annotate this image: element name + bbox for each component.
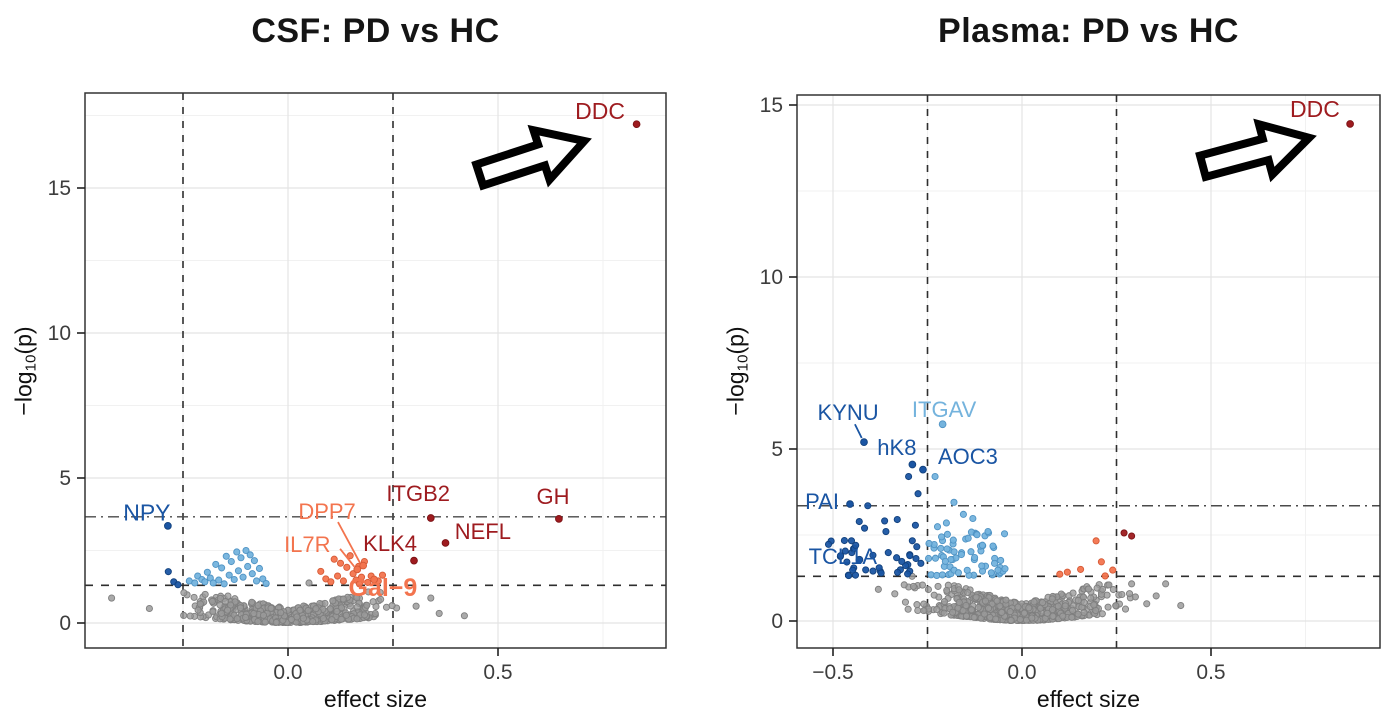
y-axis-title-prefix: −log	[10, 371, 37, 416]
gene-label-ITGAV: ITGAV	[912, 397, 977, 422]
gene-point-KLK4	[410, 556, 418, 565]
x-tick-label: 0.0	[273, 661, 302, 684]
gridlines	[85, 93, 666, 648]
axis-ticks: −0.5 0.0 0.5 0 5 10 15	[760, 94, 1226, 684]
y-axis-title-plasma: −log10(p)	[722, 326, 752, 416]
gene-point-NEFL	[441, 539, 450, 547]
gene-label-leader-line	[854, 423, 863, 439]
gene-label-ITGB2: ITGB2	[386, 481, 450, 506]
y-tick-label: 0	[771, 610, 783, 633]
y-tick-label: 0	[59, 612, 71, 635]
gene-point-NPY	[164, 521, 172, 530]
gene-label-GH: GH	[537, 484, 570, 509]
plasma-volcano-plot: −0.5 0.0 0.5 0 5 10 15 DDC KYNU hK8 ITGAV AOC3 PAI TC…	[760, 94, 1381, 684]
gene-point-AOC3	[919, 465, 927, 474]
y-tick-label: 15	[760, 94, 783, 117]
x-tick-label: 0.5	[483, 661, 512, 684]
y-tick-label: 5	[59, 467, 71, 490]
gene-label-Gal−9: Gal−9	[349, 574, 418, 602]
gene-label-DDC: DDC	[575, 98, 625, 124]
threshold-lines	[797, 95, 1380, 648]
x-tick-label: 0.5	[1196, 661, 1225, 684]
highlight-arrow-icon	[1195, 118, 1317, 183]
gene-point-DDC	[632, 120, 641, 129]
csf-volcano-plot: 0.0 0.5 0 5 10 15 DDC NPY DPP7 IL7R KLK4 Gal−9 ITGB2…	[48, 92, 667, 684]
gene-point-ITGB2	[426, 514, 435, 522]
y-axis-title-suffix: (p)	[722, 326, 749, 355]
y-axis-title-prefix: −log	[722, 371, 749, 416]
y-tick-label: 10	[760, 266, 783, 289]
gene-label-DPP7: DPP7	[298, 499, 355, 524]
gene-point-DDC	[1346, 120, 1354, 128]
gene-label-NEFL: NEFL	[455, 519, 511, 544]
gene-label-KLK4: KLK4	[363, 531, 417, 556]
gene-point-ITGAV	[938, 420, 947, 429]
y-axis-title-subscript: 10	[22, 354, 40, 372]
gene-annotations: DDC KYNU hK8 ITGAV AOC3 PAI TCL1A	[805, 96, 1354, 569]
plot-title-csf: CSF: PD vs HC	[251, 12, 500, 50]
gene-point-PAI	[846, 500, 854, 508]
gray-points-layer	[108, 579, 468, 626]
x-tick-label: −0.5	[812, 661, 853, 684]
x-tick-label: 0.0	[1007, 661, 1036, 684]
x-axis-title-csf: effect size	[323, 686, 428, 712]
y-axis-title-suffix: (p)	[10, 326, 37, 355]
gene-point-DPP7	[359, 561, 368, 570]
panel-background	[85, 93, 666, 648]
gene-label-leader-line	[337, 521, 362, 564]
gene-point-Gal−9	[370, 575, 378, 584]
gridlines	[797, 95, 1380, 648]
panel-background	[797, 95, 1380, 648]
significant-points-layer	[824, 472, 1136, 580]
plot-title-plasma: Plasma: PD vs HC	[938, 12, 1239, 50]
gene-label-hK8: hK8	[877, 435, 916, 460]
gene-label-leader-line	[339, 548, 356, 568]
highlight-arrow-icon	[471, 124, 592, 191]
gene-label-AOC3: AOC3	[938, 444, 998, 469]
gene-label-PAI: PAI	[805, 489, 839, 514]
gene-point-KYNU	[860, 438, 868, 446]
y-axis-title-subscript: 10	[734, 354, 752, 372]
gene-point-GH	[555, 515, 563, 523]
threshold-lines	[85, 93, 666, 648]
axis-ticks: 0.0 0.5 0 5 10 15	[48, 177, 513, 684]
gene-label-TCL1A: TCL1A	[809, 544, 878, 569]
gene-point-IL7R	[353, 565, 362, 574]
y-tick-label: 10	[48, 322, 71, 345]
y-axis-title-csf: −log10(p)	[10, 326, 40, 416]
y-tick-label: 15	[48, 177, 71, 200]
y-tick-label: 5	[771, 438, 783, 461]
gene-point-TCL1A	[855, 555, 864, 564]
gene-label-KYNU: KYNU	[818, 400, 879, 425]
gene-label-DDC: DDC	[1290, 96, 1340, 122]
gene-label-NPY: NPY	[123, 499, 170, 525]
x-axis-title-plasma: effect size	[1036, 686, 1141, 712]
gray-points-layer	[874, 572, 1185, 624]
gene-point-hK8	[908, 460, 917, 469]
panel-border	[84, 92, 667, 649]
panel-border	[796, 94, 1381, 649]
gene-label-IL7R: IL7R	[284, 532, 330, 557]
